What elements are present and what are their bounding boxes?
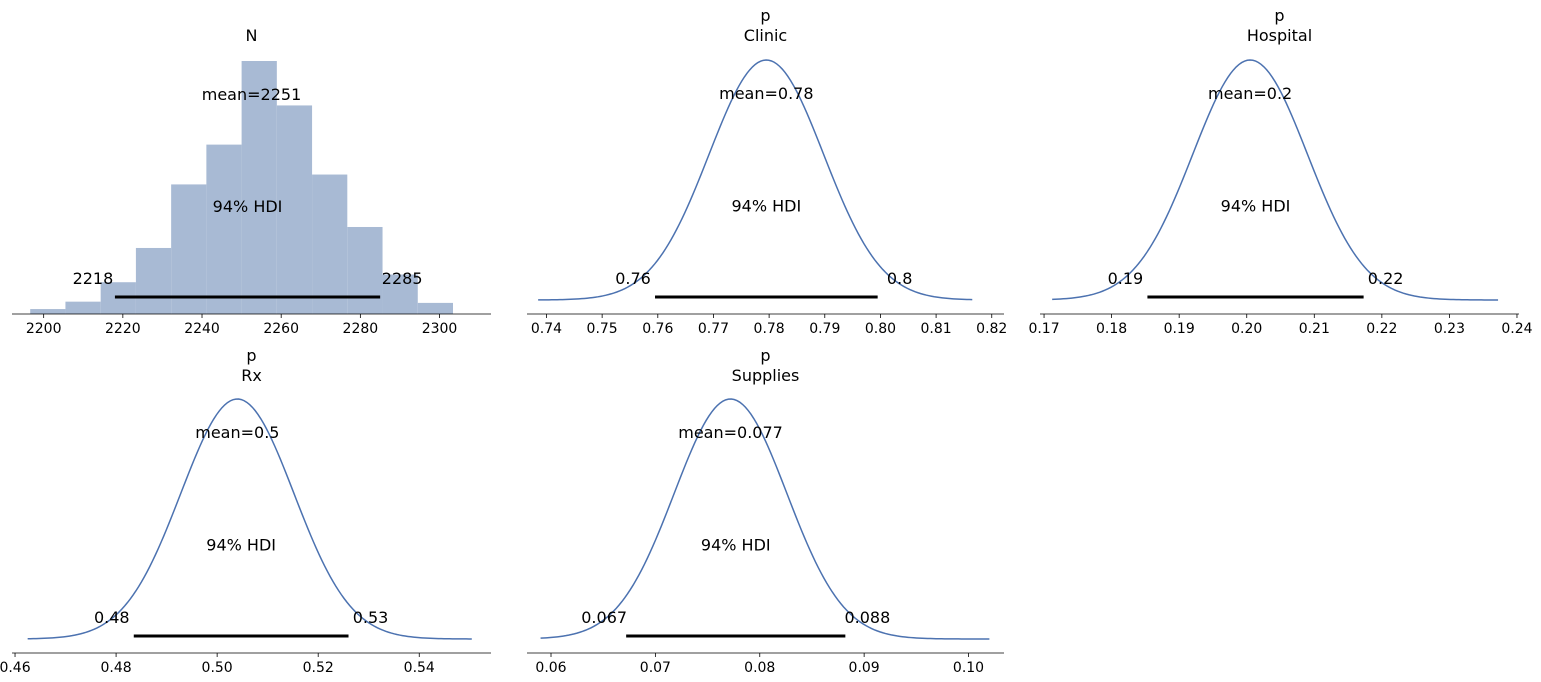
- x-tick-label: 0.08: [744, 660, 775, 676]
- histogram-bar: [382, 274, 418, 314]
- x-tick-label: 2240: [184, 321, 220, 337]
- mean-label: mean=0.5: [195, 423, 279, 442]
- subplot-title: p: [1274, 6, 1284, 25]
- hdi-lower-label: 0.067: [581, 608, 627, 627]
- mean-label: mean=0.077: [678, 423, 783, 442]
- x-tick-label: 0.48: [101, 660, 132, 676]
- histogram-bar: [241, 61, 277, 314]
- x-tick-label: 0.46: [0, 660, 31, 676]
- x-tick-label: 2280: [343, 321, 379, 337]
- mean-label: mean=2251: [202, 85, 302, 104]
- x-tick-label: 0.80: [865, 321, 896, 337]
- x-tick-label: 2200: [26, 321, 62, 337]
- x-tick-label: 0.20: [1231, 321, 1262, 337]
- hdi-upper-label: 0.088: [844, 608, 890, 627]
- x-tick-label: 0.54: [404, 660, 435, 676]
- histogram-bar: [312, 174, 348, 314]
- x-tick-label: 0.76: [642, 321, 673, 337]
- x-tick-label: 0.74: [531, 321, 562, 337]
- x-tick-label: 2260: [263, 321, 299, 337]
- hdi-upper-label: 0.22: [1368, 269, 1404, 288]
- x-tick-label: 0.19: [1164, 321, 1195, 337]
- mean-label: mean=0.2: [1208, 84, 1292, 103]
- hdi-lower-label: 0.19: [1108, 269, 1144, 288]
- x-tick-label: 0.07: [640, 660, 671, 676]
- subplot-title: p: [760, 346, 770, 365]
- subplot-title: p: [246, 346, 256, 365]
- subplot-subtitle: Supplies: [732, 366, 800, 385]
- x-tick-label: 0.82: [976, 321, 1007, 337]
- histogram-bar: [417, 302, 453, 314]
- density-curve: [540, 398, 990, 640]
- hdi-upper-label: 2285: [382, 269, 423, 288]
- hdi-lower-label: 0.48: [94, 608, 130, 627]
- x-tick-label: 0.06: [535, 660, 566, 676]
- histogram-bar: [276, 105, 313, 315]
- histogram-bar: [30, 309, 66, 314]
- subplot-subtitle: Hospital: [1247, 26, 1312, 45]
- subplot-subtitle: Clinic: [744, 26, 787, 45]
- subplot-subtitle: Rx: [241, 366, 262, 385]
- x-tick-label: 0.81: [921, 321, 952, 337]
- x-tick-label: 0.21: [1299, 321, 1330, 337]
- x-tick-label: 0.23: [1434, 321, 1465, 337]
- histogram-bar: [206, 144, 242, 314]
- x-tick-label: 0.10: [953, 660, 984, 676]
- hdi-upper-label: 0.53: [353, 608, 389, 627]
- hdi-upper-label: 0.8: [887, 269, 912, 288]
- hdi-label: 94% HDI: [701, 536, 771, 555]
- density-curve: [1052, 59, 1499, 301]
- density-curve: [538, 59, 973, 301]
- x-tick-label: 2220: [105, 321, 141, 337]
- mean-label: mean=0.78: [719, 84, 813, 103]
- x-tick-label: 0.22: [1366, 321, 1397, 337]
- hdi-label: 94% HDI: [213, 197, 283, 216]
- x-tick-label: 0.79: [809, 321, 840, 337]
- x-tick-label: 2300: [422, 321, 458, 337]
- x-tick-label: 0.09: [849, 660, 880, 676]
- hdi-lower-label: 2218: [73, 269, 114, 288]
- histogram-bar: [65, 301, 101, 314]
- x-tick-label: 0.17: [1028, 321, 1059, 337]
- hdi-lower-label: 0.76: [615, 269, 651, 288]
- x-tick-label: 0.78: [754, 321, 785, 337]
- histogram-bar: [171, 184, 207, 314]
- histogram-bar: [135, 247, 172, 314]
- x-tick-label: 0.75: [587, 321, 618, 337]
- x-tick-label: 0.77: [698, 321, 729, 337]
- subplot-3: pRx mean=0.5 94% HDI 0.48 0.53 0.46 0.48 0.50 0.…: [0, 346, 491, 676]
- hdi-label: 94% HDI: [206, 536, 276, 555]
- histogram-bar: [347, 226, 383, 314]
- x-tick-label: 0.52: [303, 660, 334, 676]
- hdi-label: 94% HDI: [1221, 197, 1291, 216]
- hdi-label: 94% HDI: [731, 197, 801, 216]
- density-curve: [27, 398, 472, 640]
- x-tick-label: 0.50: [202, 660, 233, 676]
- subplot-title: N: [246, 26, 258, 45]
- x-tick-label: 0.18: [1096, 321, 1127, 337]
- subplot-title: p: [760, 6, 770, 25]
- x-tick-label: 0.24: [1501, 321, 1532, 337]
